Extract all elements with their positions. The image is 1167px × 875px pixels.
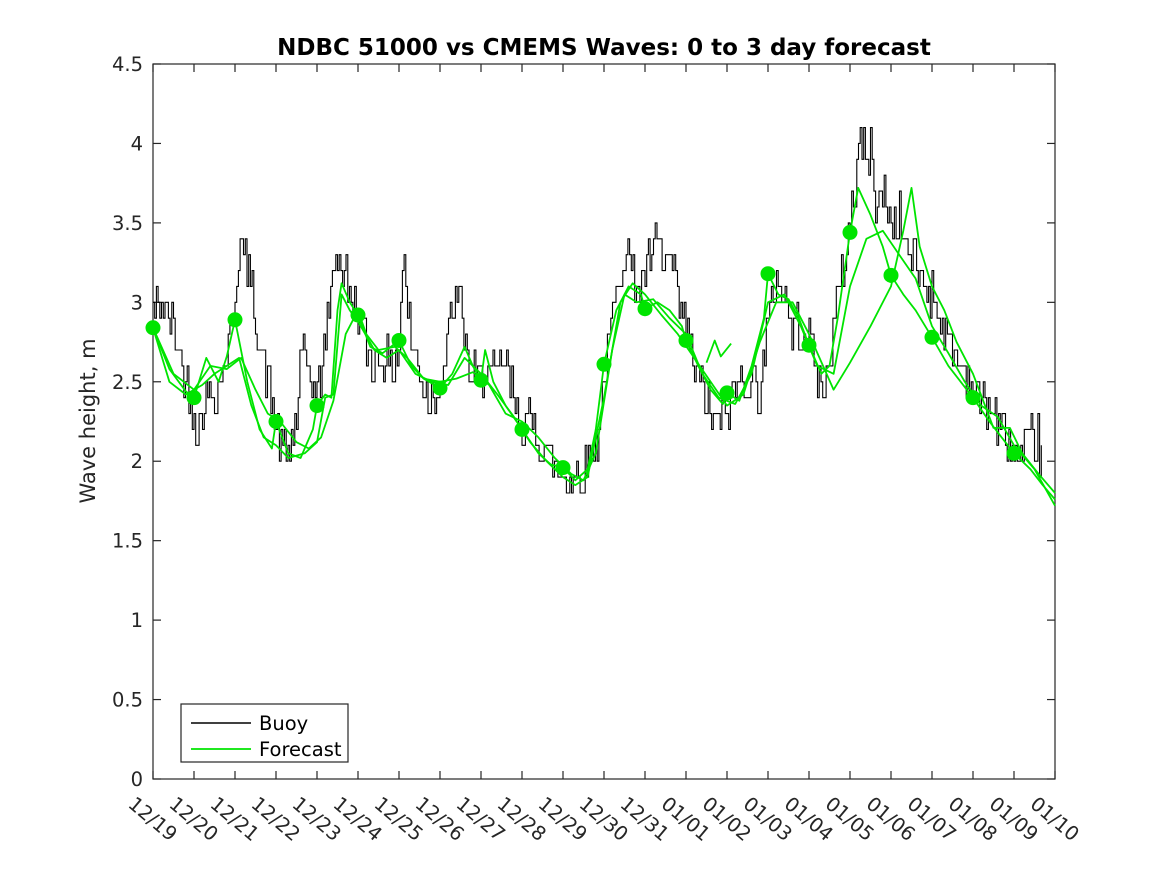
- forecast-marker: [924, 329, 940, 345]
- y-tick-label: 4: [131, 132, 143, 155]
- y-tick-label: 4.5: [112, 53, 143, 76]
- y-axis-label: Wave height, m: [76, 338, 100, 503]
- legend-label-buoy: Buoy: [259, 712, 308, 735]
- y-tick-label: 1.5: [112, 530, 143, 553]
- forecast-line: [705, 339, 732, 364]
- chart-title: NDBC 51000 vs CMEMS Waves: 0 to 3 day fo…: [277, 35, 931, 61]
- forecast-marker: [432, 380, 448, 396]
- forecast-marker: [186, 390, 202, 406]
- forecast-marker: [514, 421, 530, 437]
- y-tick-label: 0.5: [112, 689, 143, 712]
- legend-box: [180, 703, 349, 763]
- y-tick-label: 3.5: [112, 212, 143, 235]
- forecast-marker: [883, 267, 899, 283]
- forecast-marker: [596, 356, 612, 372]
- forecast-marker: [1006, 445, 1022, 461]
- forecast-marker: [473, 372, 489, 388]
- forecast-line: [152, 187, 1056, 500]
- forecast-marker: [678, 332, 694, 348]
- forecast-marker: [637, 301, 653, 317]
- forecast-marker: [391, 332, 407, 348]
- forecast-line: [152, 187, 1056, 494]
- forecast-marker: [842, 224, 858, 240]
- forecast-marker: [268, 414, 284, 429]
- forecast-marker: [801, 337, 817, 353]
- y-tick-label: 2.5: [112, 371, 143, 394]
- y-tick-label: 0: [131, 768, 143, 791]
- forecast-marker: [760, 266, 776, 282]
- forecast-marker: [719, 385, 735, 401]
- forecast-marker: [309, 398, 325, 414]
- forecast-marker: [145, 320, 161, 336]
- y-tick-label: 1: [131, 609, 143, 632]
- buoy-line: [153, 127, 1042, 494]
- forecast-marker: [965, 390, 981, 406]
- forecast-marker: [555, 460, 571, 476]
- axes-box: [152, 63, 1056, 780]
- legend-label-forecast: Forecast: [259, 738, 342, 761]
- forecast-marker: [350, 307, 366, 323]
- legend: Buoy Forecast: [180, 703, 349, 763]
- forecast-marker: [227, 312, 243, 328]
- y-tick-label: 3: [131, 291, 143, 314]
- y-tick-label: 2: [131, 450, 143, 473]
- forecast-line: [152, 229, 1056, 507]
